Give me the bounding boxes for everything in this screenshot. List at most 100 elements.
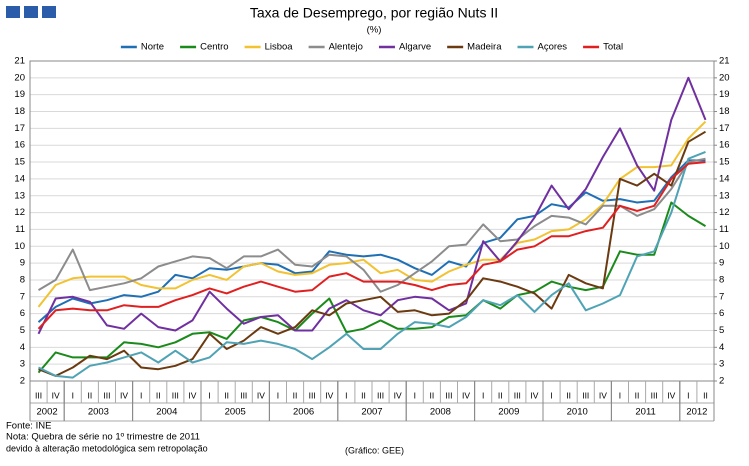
x-tick-label: I	[277, 390, 279, 400]
x-tick-label: IV	[599, 390, 607, 400]
y2-tick-label: 20	[719, 72, 730, 83]
series-line	[37, 201, 707, 374]
legend-label: Madeira	[467, 42, 502, 53]
x-tick-label: I	[414, 390, 416, 400]
y-tick-label: 2	[20, 376, 25, 387]
x-tick-label: II	[87, 390, 92, 400]
x-tick-label: IV	[530, 390, 538, 400]
x-tick-label: III	[651, 390, 658, 400]
legend-label: Açores	[537, 42, 567, 53]
y2-tick-label: 19	[719, 89, 730, 100]
x-tick-label: II	[703, 390, 708, 400]
series-line	[37, 161, 706, 330]
logo-block	[42, 6, 56, 18]
y2-tick-label: 4	[719, 342, 724, 353]
y2-tick-label: 3	[719, 359, 724, 370]
x-tick-label: III	[445, 390, 452, 400]
y-tick-label: 8	[20, 274, 25, 285]
y2-tick-label: 17	[719, 123, 730, 134]
x-tick-label: IV	[257, 390, 265, 400]
year-label: 2012	[686, 407, 707, 418]
y-tick-label: 14	[14, 173, 25, 184]
year-label: 2009	[498, 407, 519, 418]
x-tick-label: II	[498, 390, 503, 400]
x-tick-label: II	[361, 390, 366, 400]
y2-tick-label: 2	[719, 376, 724, 387]
x-tick-label: III	[240, 390, 247, 400]
legend-label: Norte	[141, 42, 164, 53]
series-line	[38, 150, 706, 379]
x-tick-label: II	[224, 390, 229, 400]
y2-tick-label: 5	[719, 325, 724, 336]
y-tick-label: 17	[14, 123, 25, 134]
x-tick-label: II	[429, 390, 434, 400]
year-label: 2006	[293, 407, 314, 418]
x-tick-label: III	[103, 390, 110, 400]
y-tick-label: 3	[20, 359, 25, 370]
y2-tick-label: 14	[719, 173, 730, 184]
y-tick-label: 13	[14, 190, 25, 201]
x-tick-label: II	[635, 390, 640, 400]
year-label: 2011	[635, 407, 655, 418]
x-tick-label: II	[293, 390, 298, 400]
x-tick-label: I	[345, 390, 347, 400]
x-tick-label: II	[566, 390, 571, 400]
logo-block	[6, 6, 20, 18]
logo-block	[24, 6, 38, 18]
x-tick-label: I	[208, 390, 210, 400]
legend-label: Total	[603, 42, 623, 53]
chart-title: Taxa de Desemprego, por região Nuts II	[250, 5, 498, 21]
credit: (Gráfico: GEE)	[345, 445, 404, 455]
y2-tick-label: 7	[719, 291, 724, 302]
y2-tick-label: 18	[719, 106, 730, 117]
x-tick-label: IV	[667, 390, 675, 400]
x-tick-label: IV	[394, 390, 402, 400]
y-tick-label: 11	[15, 224, 25, 235]
y2-tick-label: 15	[719, 157, 730, 168]
x-tick-label: III	[35, 390, 42, 400]
y-tick-label: 9	[20, 258, 25, 269]
y-tick-label: 12	[14, 207, 25, 218]
y2-tick-label: 21	[719, 56, 730, 67]
year-label: 2002	[37, 407, 58, 418]
chart-subtitle: (%)	[367, 25, 382, 36]
y2-tick-label: 8	[719, 274, 724, 285]
x-tick-label: IV	[188, 390, 196, 400]
x-tick-label: III	[309, 390, 316, 400]
y-tick-label: 18	[14, 106, 25, 117]
series-line	[37, 120, 707, 308]
x-tick-label: I	[482, 390, 484, 400]
source: Fonte: INE	[6, 421, 51, 432]
y2-tick-label: 6	[719, 308, 724, 319]
year-label: 2007	[361, 407, 382, 418]
x-tick-label: IV	[120, 390, 128, 400]
series-line	[38, 130, 707, 377]
year-label: 2008	[430, 407, 451, 418]
y2-tick-label: 13	[719, 190, 730, 201]
y2-tick-label: 16	[719, 140, 730, 151]
x-tick-label: IV	[462, 390, 470, 400]
y-tick-label: 6	[20, 308, 25, 319]
y-tick-label: 15	[14, 157, 25, 168]
x-tick-label: I	[619, 390, 621, 400]
y2-tick-label: 11	[719, 224, 729, 235]
x-tick-label: III	[172, 390, 179, 400]
y2-tick-label: 10	[719, 241, 730, 252]
year-label: 2005	[225, 407, 246, 418]
note: Nota: Quebra de série no 1º trimestre de…	[6, 432, 200, 443]
legend-label: Lisboa	[265, 42, 294, 53]
y2-tick-label: 12	[719, 207, 730, 218]
legend-label: Algarve	[399, 42, 431, 53]
legend-label: Alentejo	[329, 42, 363, 53]
x-tick-label: III	[377, 390, 384, 400]
y-tick-label: 4	[20, 342, 25, 353]
x-tick-label: III	[582, 390, 589, 400]
x-tick-label: I	[140, 390, 142, 400]
x-tick-label: I	[687, 390, 689, 400]
x-tick-label: IV	[52, 390, 60, 400]
legend-label: Centro	[200, 42, 229, 53]
series-line	[37, 159, 706, 323]
year-label: 2003	[88, 407, 109, 418]
y-tick-label: 5	[20, 325, 25, 336]
x-tick-label: III	[514, 390, 521, 400]
